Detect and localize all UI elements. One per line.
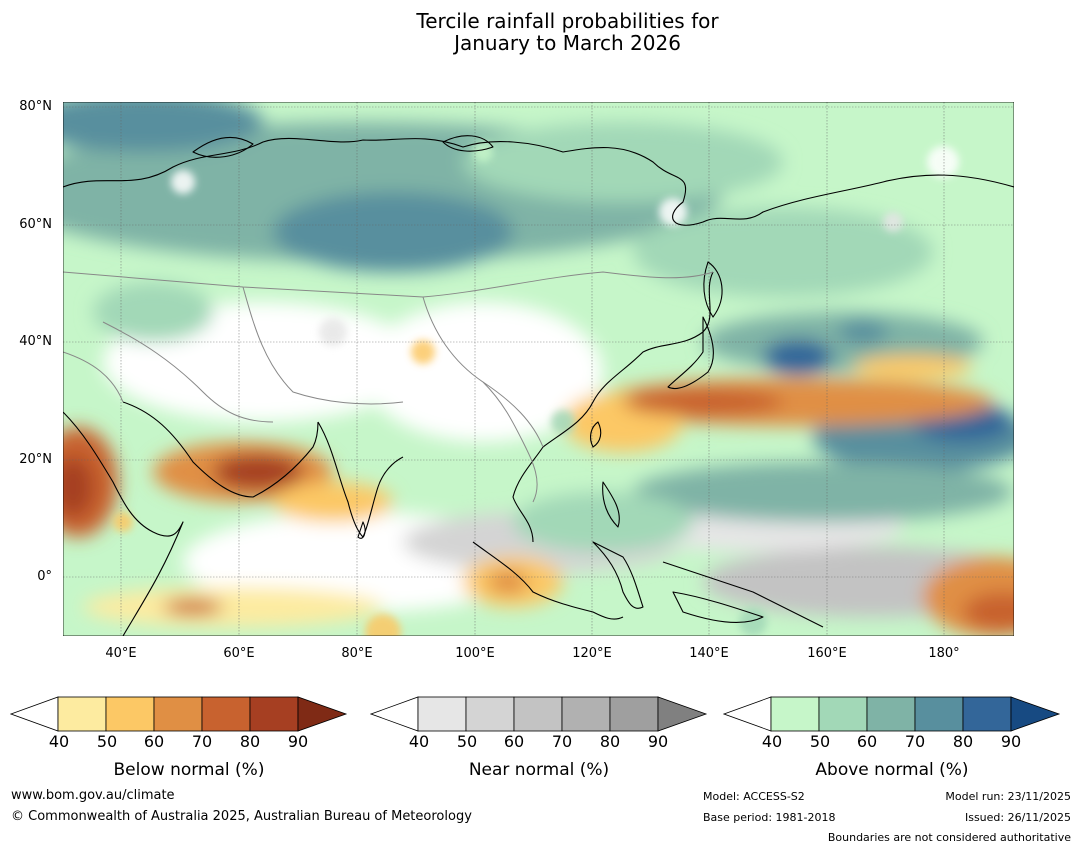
title-line-1: Tercile rainfall probabilities for — [416, 9, 719, 33]
above-tick-40: 40 — [761, 732, 783, 751]
probability-speckle — [113, 142, 959, 636]
gridlines — [63, 102, 1014, 636]
above-tick-90: 90 — [1000, 732, 1022, 751]
below-tick-60: 60 — [143, 732, 165, 751]
above-tick-50: 50 — [809, 732, 831, 751]
colorbar-near-swatches — [370, 696, 708, 732]
colorbar-below-swatches — [10, 696, 348, 732]
colorbar-near-title: Near normal (%) — [468, 760, 610, 780]
colorbar-above — [723, 696, 1061, 732]
near-swatch-50 — [465, 696, 515, 732]
below-swatch-high — [297, 696, 348, 732]
forecast-map — [63, 102, 1014, 636]
above-tick-80: 80 — [952, 732, 974, 751]
above-swatch-60 — [866, 696, 916, 732]
below-swatch-80 — [249, 696, 299, 732]
near-swatch-60 — [513, 696, 563, 732]
above-tick-70: 70 — [904, 732, 926, 751]
lon-label-100e: 100°E — [455, 646, 495, 661]
above-swatch-high — [1010, 696, 1061, 732]
above-swatch-low — [723, 696, 772, 732]
below-tick-40: 40 — [48, 732, 70, 751]
colorbar-below-title: Below normal (%) — [113, 760, 265, 780]
near-swatch-70 — [561, 696, 611, 732]
near-tick-90: 90 — [647, 732, 669, 751]
near-swatch-40 — [417, 696, 467, 732]
chart-title: Tercile rainfall probabilities for Janua… — [0, 10, 1081, 54]
lat-label-60n: 60°N — [19, 217, 52, 232]
footer-issued: Issued: 26/11/2025 — [964, 811, 1071, 824]
near-tick-40: 40 — [408, 732, 430, 751]
lon-label-120e: 120°E — [572, 646, 612, 661]
lon-label-140e: 140°E — [689, 646, 729, 661]
title-line-2: January to March 2026 — [454, 31, 681, 55]
lat-label-20n: 20°N — [19, 452, 52, 467]
near-swatch-80 — [609, 696, 659, 732]
lon-label-180: 180° — [928, 646, 960, 661]
below-swatch-50 — [105, 696, 155, 732]
lat-label-80n: 80°N — [19, 99, 52, 114]
footer-model: Model: ACCESS-S2 — [703, 790, 805, 803]
footer-copyright: © Commonwealth of Australia 2025, Austra… — [11, 809, 472, 824]
lat-label-0: 0° — [37, 569, 52, 584]
above-swatch-50 — [818, 696, 868, 732]
colorbar-near — [370, 696, 708, 732]
near-tick-80: 80 — [599, 732, 621, 751]
footer-boundaries: Boundaries are not considered authoritat… — [827, 831, 1071, 844]
below-swatch-60 — [153, 696, 203, 732]
near-tick-70: 70 — [551, 732, 573, 751]
lat-label-40n: 40°N — [19, 334, 52, 349]
near-swatch-high — [657, 696, 708, 732]
borders — [63, 271, 714, 503]
colorbar-above-title: Above normal (%) — [815, 760, 969, 780]
lon-label-40e: 40°E — [105, 646, 137, 661]
below-swatch-low — [10, 696, 59, 732]
below-swatch-70 — [201, 696, 251, 732]
below-tick-50: 50 — [96, 732, 118, 751]
above-swatch-80 — [962, 696, 1012, 732]
near-tick-60: 60 — [503, 732, 525, 751]
above-swatch-70 — [914, 696, 964, 732]
footer-website: www.bom.gov.au/climate — [11, 788, 175, 803]
below-tick-90: 90 — [287, 732, 309, 751]
above-tick-60: 60 — [856, 732, 878, 751]
footer-model-run: Model run: 23/11/2025 — [945, 790, 1071, 803]
lon-label-80e: 80°E — [341, 646, 373, 661]
above-swatch-40 — [770, 696, 820, 732]
colorbar-below — [10, 696, 348, 732]
colorbar-above-swatches — [723, 696, 1061, 732]
map-canvas — [63, 102, 1014, 636]
near-tick-50: 50 — [456, 732, 478, 751]
lon-label-160e: 160°E — [807, 646, 847, 661]
coastlines — [63, 135, 1014, 636]
footer-base-period: Base period: 1981-2018 — [703, 811, 836, 824]
below-tick-70: 70 — [191, 732, 213, 751]
lon-label-60e: 60°E — [223, 646, 255, 661]
near-swatch-low — [370, 696, 419, 732]
probability-field — [63, 102, 1014, 636]
below-tick-80: 80 — [239, 732, 261, 751]
below-swatch-40 — [57, 696, 107, 732]
